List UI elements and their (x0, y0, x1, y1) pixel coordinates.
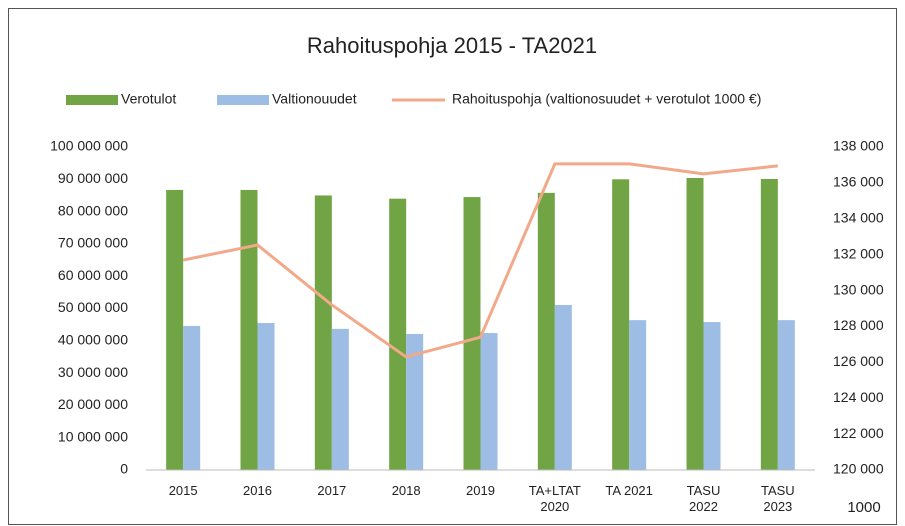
y-tick-label: 70 000 000 (58, 235, 128, 251)
y2-tick-label: 128 000 (833, 317, 884, 333)
bar (760, 178, 778, 471)
y-tick-label: 80 000 000 (58, 202, 128, 218)
bar (166, 189, 184, 471)
bar (463, 197, 481, 470)
y-tick-label: 100 000 000 (50, 138, 128, 154)
y2-tick-label: 136 000 (833, 174, 884, 190)
bar (629, 320, 647, 470)
bar (554, 304, 572, 470)
chart-frame (8, 8, 897, 525)
x-tick-label: 2017 (317, 483, 346, 498)
bar (314, 195, 332, 470)
y2-tick-label: 130 000 (833, 281, 884, 297)
legend-label: Valtionouudet (272, 91, 357, 107)
bar (777, 320, 795, 470)
bar (257, 323, 275, 470)
y-tick-label: 0 (120, 461, 128, 477)
legend-swatch (66, 95, 118, 105)
y-tick-label: 10 000 000 (58, 428, 128, 444)
annotation: 1000 (847, 499, 880, 516)
legend-swatch (217, 95, 269, 105)
y-tick-label: 60 000 000 (58, 267, 128, 283)
line-series (182, 162, 778, 359)
legend-label: Verotulot (121, 91, 176, 107)
chart-title: Rahoituspohja 2015 - TA2021 (307, 33, 597, 58)
bar (406, 334, 424, 470)
y-tick-label: 40 000 000 (58, 332, 128, 348)
y-tick-label: 30 000 000 (58, 364, 128, 380)
y2-tick-label: 132 000 (833, 245, 884, 261)
bar (480, 333, 498, 470)
y2-tick-label: 124 000 (833, 389, 884, 405)
bar (612, 179, 630, 471)
x-tick-label: 2019 (466, 483, 495, 498)
y-tick-label: 90 000 000 (58, 170, 128, 186)
y2-tick-label: 126 000 (833, 353, 884, 369)
y2-tick-label: 122 000 (833, 425, 884, 441)
bar (389, 198, 407, 470)
x-tick-label: TA+LTAT 2020 (529, 483, 581, 514)
bar (703, 322, 721, 470)
y2-tick-label: 120 000 (833, 461, 884, 477)
x-tick-label: TA 2021 (605, 483, 652, 498)
bar (331, 328, 349, 470)
x-tick-label: TASU 2022 (687, 483, 721, 514)
x-tick-label: 2015 (169, 483, 198, 498)
bar (537, 192, 555, 470)
bar (686, 178, 704, 470)
x-tick-label: 2018 (392, 483, 421, 498)
legend-label: Rahoituspohja (valtionosuudet + verotulo… (452, 91, 761, 107)
bar (240, 189, 258, 471)
x-tick-label: 2016 (243, 483, 272, 498)
y-tick-label: 50 000 000 (58, 299, 128, 315)
bar (183, 325, 201, 470)
y2-tick-label: 134 000 (833, 209, 884, 225)
y2-tick-label: 138 000 (833, 138, 884, 154)
y-tick-label: 20 000 000 (58, 396, 128, 412)
x-tick-label: TASU 2023 (761, 483, 795, 514)
